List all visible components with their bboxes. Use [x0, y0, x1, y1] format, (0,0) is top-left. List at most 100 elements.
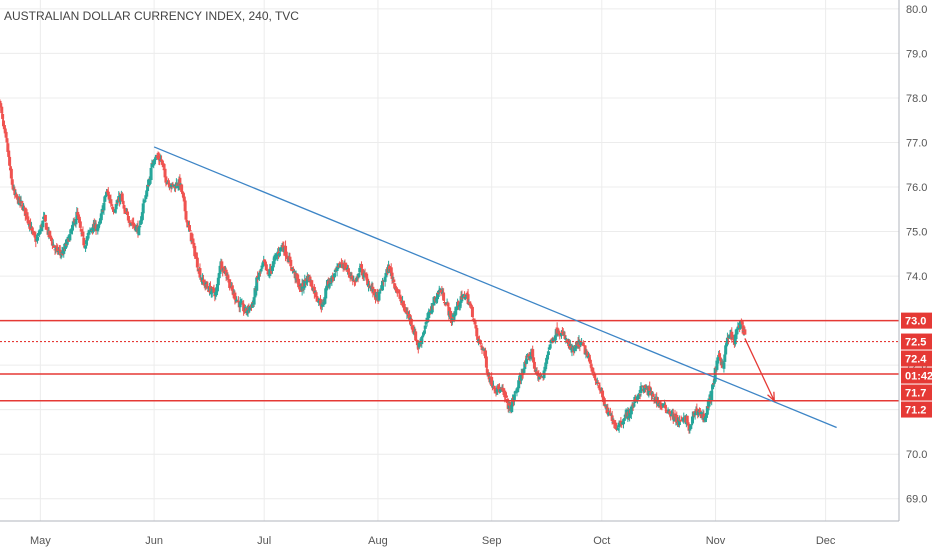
candle-body: [741, 325, 745, 334]
candle-body: [84, 245, 88, 249]
candle-body: [189, 232, 193, 242]
candle-body: [160, 160, 164, 164]
candle-body: [595, 382, 599, 384]
candle-body: [739, 321, 743, 329]
candle-body: [453, 311, 457, 317]
candle-body: [718, 357, 722, 361]
candle-body: [545, 357, 549, 364]
candle-body: [134, 226, 138, 232]
candle-body: [543, 366, 547, 371]
candle-body: [711, 384, 715, 390]
candle-body: [20, 201, 24, 203]
candle-body: [568, 344, 572, 347]
candle-body: [100, 209, 104, 214]
candle-body: [548, 344, 552, 349]
candle-body: [409, 318, 413, 325]
candle-body: [435, 297, 439, 302]
candle-body: [94, 224, 98, 231]
candle-body: [549, 339, 553, 344]
candle-body: [712, 380, 716, 384]
candle-body: [298, 286, 302, 288]
candle-body: [446, 302, 450, 307]
candle-body: [84, 240, 88, 245]
candles-layer: [0, 99, 747, 434]
candle-body: [594, 378, 598, 381]
candle-body: [205, 284, 209, 287]
candle-body: [168, 187, 172, 189]
candle-body: [216, 277, 220, 286]
candle-body: [77, 216, 81, 219]
candle-body: [360, 264, 364, 268]
candle-body: [5, 138, 9, 143]
candle-body: [494, 389, 498, 392]
candle-body: [58, 250, 62, 254]
candle-body: [632, 404, 636, 406]
candle-body: [340, 264, 344, 266]
candle-body: [675, 414, 679, 423]
candle-body: [208, 285, 212, 294]
candle-body: [222, 266, 226, 273]
candle-body: [592, 371, 596, 373]
candle-body: [179, 183, 183, 186]
candle-body: [206, 286, 210, 289]
candle-body: [706, 406, 710, 408]
candle-body: [685, 415, 689, 423]
candle-body: [615, 427, 619, 430]
candle-body: [326, 280, 330, 286]
candle-body: [30, 227, 34, 232]
candle-body: [278, 247, 282, 252]
candle-body: [39, 225, 43, 232]
candle-body: [1, 114, 5, 119]
candle-body: [201, 279, 205, 282]
candle-body: [318, 298, 322, 301]
candle-body: [470, 306, 474, 318]
candle-body: [113, 209, 117, 213]
trendline[interactable]: [153, 146, 837, 429]
candle-body: [343, 262, 347, 269]
candle-body: [266, 272, 270, 275]
candle-body: [312, 286, 316, 294]
candle-body: [690, 424, 694, 426]
candle-body: [538, 376, 542, 380]
candle-body: [634, 398, 638, 400]
candle-body: [229, 287, 233, 289]
price-axis-panel[interactable]: [899, 0, 932, 550]
candle-body: [127, 220, 131, 223]
candle-body: [354, 280, 358, 282]
candle-body: [310, 280, 314, 287]
candle-body: [442, 302, 446, 304]
candle-body: [106, 192, 110, 196]
candle-body: [301, 282, 305, 287]
candle-body: [702, 413, 706, 422]
candle-body: [49, 235, 53, 237]
candle-body: [143, 200, 147, 202]
candle-body: [561, 331, 565, 336]
candle-body: [535, 371, 539, 375]
chart-grid: [0, 0, 899, 521]
candle-body: [0, 100, 2, 107]
candle-body: [484, 356, 488, 368]
candle-body: [693, 412, 697, 416]
candle-body: [114, 204, 118, 210]
candle-body: [661, 404, 665, 406]
candle-body: [144, 195, 148, 200]
candle-body: [234, 298, 238, 301]
candle-body: [622, 421, 626, 424]
candle-body: [167, 182, 171, 184]
candle-body: [264, 264, 268, 271]
candle-body: [213, 294, 217, 297]
candle-body: [725, 337, 729, 345]
candle-body: [185, 220, 189, 222]
candle-body: [639, 386, 643, 393]
candle-body: [599, 389, 603, 392]
projection-arrow[interactable]: [744, 338, 775, 402]
y-tick-label: 69.0: [906, 494, 927, 506]
candle-body: [231, 290, 235, 295]
candle-body: [722, 362, 726, 369]
candle-body: [139, 219, 143, 221]
candle-body: [27, 220, 31, 225]
y-tick-label: 77.0: [906, 137, 927, 149]
candle-body: [523, 362, 527, 369]
candle-body: [399, 299, 403, 301]
